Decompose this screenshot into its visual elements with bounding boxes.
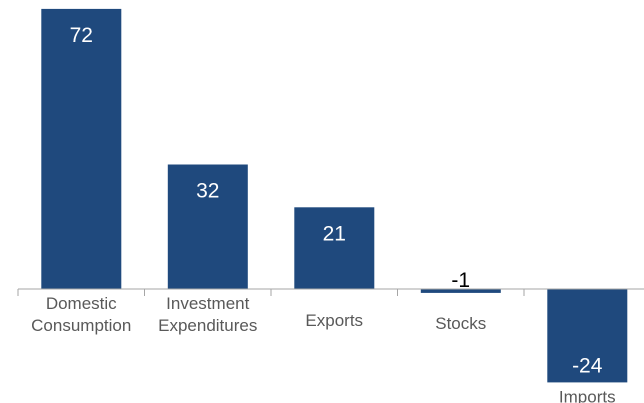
bar-imports xyxy=(547,289,628,383)
data-label: -1 xyxy=(451,269,470,292)
bar-exports xyxy=(294,207,375,289)
x-tick-label: Domestic Consumption xyxy=(31,294,131,335)
x-tick-label: Stocks xyxy=(435,314,486,333)
data-label: -24 xyxy=(572,354,603,377)
data-label: 32 xyxy=(196,180,219,203)
x-tick-label: Investment Expenditures xyxy=(158,294,257,335)
x-tick-label: Imports xyxy=(559,387,616,403)
bar-investment-expenditures xyxy=(167,164,248,289)
x-tick-label: Exports xyxy=(305,311,363,330)
bar-domestic-consumption xyxy=(41,8,122,290)
data-label: 72 xyxy=(70,24,93,47)
bar-stocks xyxy=(420,289,501,293)
data-label: 21 xyxy=(323,222,346,245)
